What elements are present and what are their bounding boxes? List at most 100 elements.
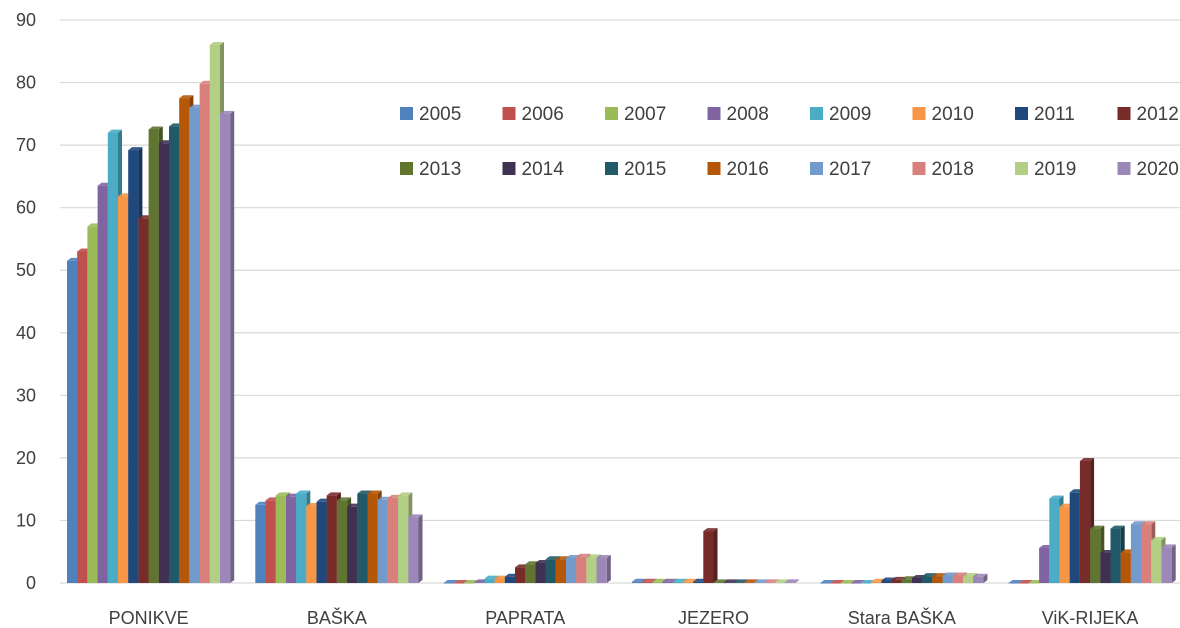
- bar-front: [1100, 552, 1111, 583]
- bar-front: [494, 578, 505, 583]
- bar-front: [285, 496, 297, 583]
- bar-front: [1110, 528, 1121, 583]
- bar-side: [713, 528, 718, 583]
- y-tick-label: 40: [16, 323, 36, 343]
- legend-swatch: [707, 107, 721, 120]
- x-category-label: ViK-RIJEKA: [1042, 608, 1139, 628]
- bar: [408, 514, 423, 583]
- bar-front: [1008, 583, 1019, 584]
- bar: [784, 579, 800, 583]
- bar-top: [642, 578, 657, 582]
- bar-top: [596, 554, 611, 558]
- bar-front: [652, 581, 663, 583]
- bar-front: [1059, 506, 1070, 583]
- bar-top: [443, 580, 458, 583]
- bar-side: [418, 514, 423, 583]
- bar: [220, 110, 235, 583]
- legend-label: 2016: [727, 159, 769, 180]
- bar-front: [820, 583, 831, 584]
- legend-entry: 2017: [810, 159, 871, 180]
- bar-top: [942, 572, 957, 576]
- bar-front: [891, 579, 902, 583]
- legend-label: 2007: [624, 104, 666, 125]
- bar: [1008, 580, 1023, 584]
- bar-top: [326, 492, 341, 496]
- legend-swatch: [810, 162, 823, 175]
- legend-swatch: [1117, 162, 1131, 175]
- bar-front: [631, 581, 643, 583]
- bar-front: [1069, 492, 1080, 583]
- bar: [820, 580, 835, 584]
- legend-swatch: [502, 162, 516, 175]
- bar-front: [586, 557, 597, 583]
- bar: [830, 580, 845, 584]
- bar-top: [1090, 525, 1105, 529]
- bar-top: [703, 528, 718, 532]
- legend-label: 2018: [932, 159, 974, 180]
- legend-entry: 2014: [502, 159, 565, 180]
- legend-swatch: [1117, 107, 1131, 120]
- y-tick-label: 0: [26, 573, 36, 593]
- legend-entry: 2006: [502, 104, 564, 125]
- bar-front: [347, 506, 358, 583]
- legend-entry: 2019: [1015, 159, 1076, 180]
- bar-top: [830, 580, 845, 583]
- legend-swatch: [400, 162, 413, 175]
- y-tick-label: 90: [16, 10, 36, 30]
- legend-entry: 2009: [810, 104, 871, 125]
- bar-front: [922, 576, 933, 583]
- legend-label: 2014: [522, 159, 565, 180]
- legend-label: 2009: [829, 104, 871, 125]
- gridlines: [60, 19, 1180, 584]
- bar-front: [367, 493, 378, 583]
- bar-front: [97, 185, 108, 583]
- bar: [1161, 544, 1176, 583]
- bar-top: [357, 490, 372, 494]
- bar-side: [230, 110, 235, 583]
- bar-front: [464, 583, 475, 584]
- legend-entry: 2012: [1117, 104, 1179, 125]
- bar-front: [840, 583, 851, 584]
- bar-front: [296, 493, 307, 583]
- bar-front: [1130, 524, 1142, 583]
- y-tick-label: 30: [16, 385, 36, 405]
- bar-top: [820, 580, 835, 583]
- bar-front: [1090, 528, 1101, 583]
- bar-front: [1039, 547, 1050, 583]
- bar-front: [474, 582, 485, 583]
- bar-top: [367, 490, 382, 494]
- bar-front: [672, 581, 683, 583]
- bar-front: [596, 557, 607, 583]
- bar-top: [764, 579, 779, 583]
- bar-top: [672, 578, 687, 582]
- bar-top: [545, 556, 560, 560]
- bar-front: [504, 576, 515, 583]
- bar-top: [952, 572, 967, 576]
- bar-front: [377, 499, 388, 583]
- bar-top: [1049, 495, 1064, 499]
- bar-front: [754, 582, 765, 583]
- bar-top: [713, 579, 728, 583]
- bar-top: [408, 514, 423, 518]
- bar-front: [973, 576, 984, 583]
- legend-entry: 2013: [400, 159, 461, 180]
- bar-front: [158, 143, 169, 584]
- bar-front: [275, 495, 286, 583]
- bar: [973, 573, 988, 583]
- bar-side: [1171, 544, 1176, 583]
- legend-label: 2012: [1137, 104, 1179, 125]
- legend: 2005 2006 2007 2008 2009 2010 2011 2012 2013 2014…: [400, 104, 1179, 180]
- x-category-label: BAŠKA: [307, 607, 367, 628]
- bar: [443, 580, 458, 584]
- bar-front: [774, 582, 785, 583]
- bar-front: [942, 575, 953, 583]
- bar-top: [774, 579, 789, 583]
- bar-top: [744, 579, 759, 583]
- bar-front: [642, 581, 653, 583]
- bar-top: [179, 95, 194, 99]
- bar-top: [1079, 458, 1095, 462]
- y-tick-label: 20: [16, 448, 36, 468]
- bar-front: [952, 575, 963, 583]
- bar-side: [606, 554, 611, 583]
